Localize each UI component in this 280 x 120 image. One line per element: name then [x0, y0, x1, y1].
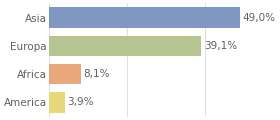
Text: 49,0%: 49,0%: [242, 13, 275, 23]
Text: 3,9%: 3,9%: [67, 97, 93, 107]
Bar: [49, 36, 201, 56]
Text: 8,1%: 8,1%: [83, 69, 110, 79]
Text: 39,1%: 39,1%: [204, 41, 237, 51]
Bar: [49, 92, 65, 113]
Bar: [49, 7, 240, 28]
Bar: [49, 64, 81, 84]
